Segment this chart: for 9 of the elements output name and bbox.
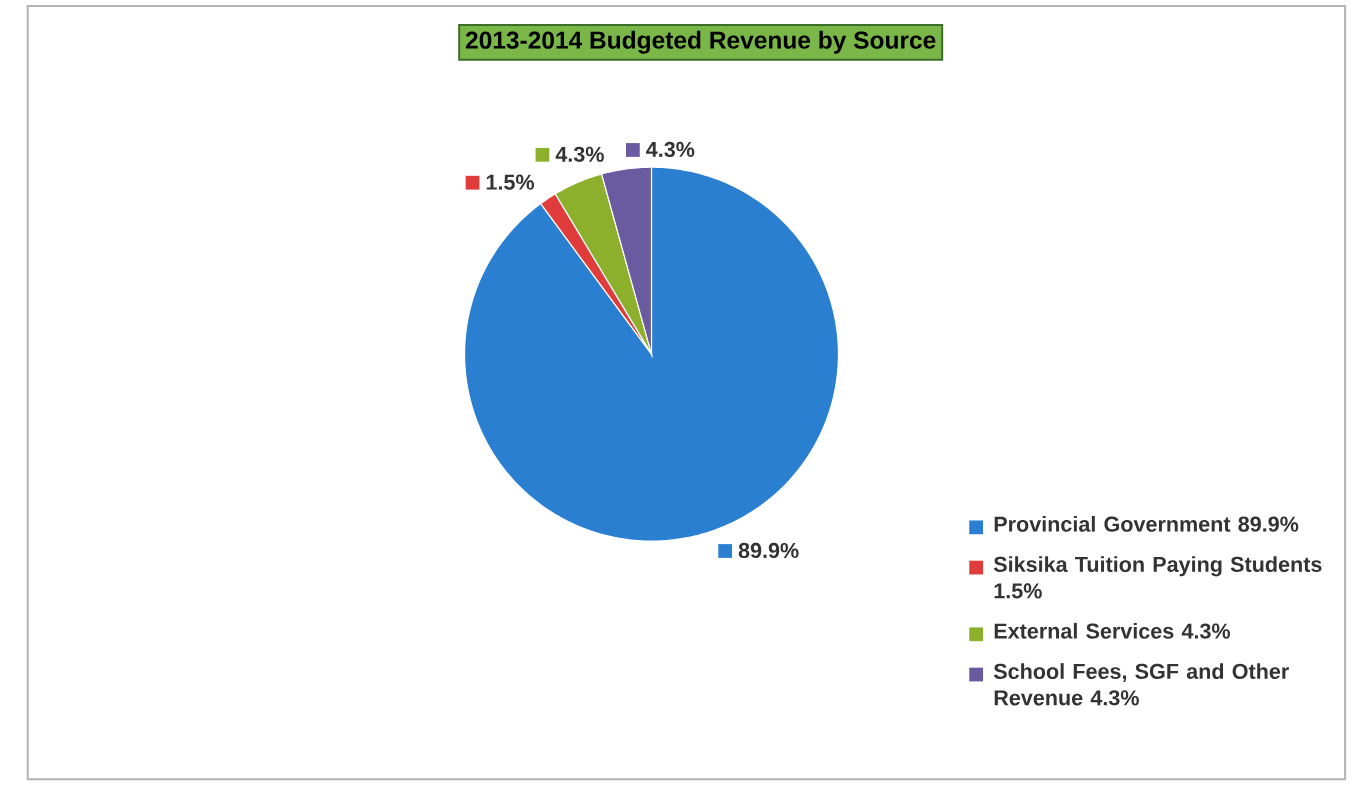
legend-label: School Fees, SGF and Other Revenue 4.3% xyxy=(993,663,1289,706)
legend-label: Provincial Government 89.9% xyxy=(994,515,1299,532)
data-label: 89.9% xyxy=(738,542,799,559)
data-label: 4.3% xyxy=(555,146,604,162)
data-label: 4.3% xyxy=(646,141,695,158)
legend-label: Siksika Tuition Paying Students 1.5% xyxy=(993,556,1322,599)
chart-title: 2013-2014 Budgeted Revenue by Source xyxy=(465,30,936,54)
data-label: 1.5% xyxy=(486,174,535,190)
legend-label: External Services 4.3% xyxy=(994,622,1231,639)
